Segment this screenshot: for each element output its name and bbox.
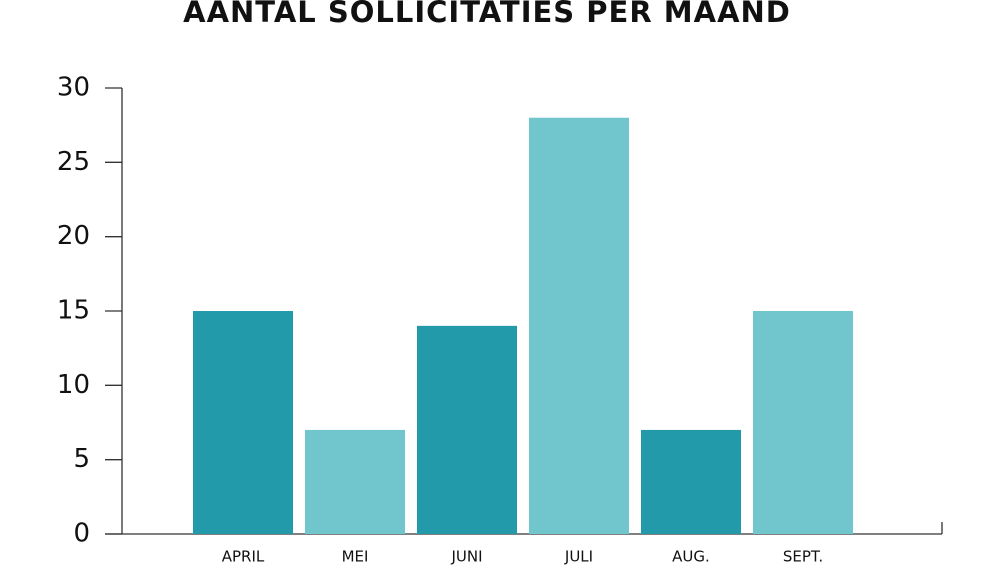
bar <box>193 311 293 534</box>
bar <box>753 311 853 534</box>
chart-title: AANTAL SOLLICITATIES PER MAAND <box>183 0 791 29</box>
x-tick-label: JUNI <box>450 548 482 565</box>
y-tick-label: 15 <box>57 296 90 326</box>
y-tick-label: 20 <box>57 221 90 251</box>
y-tick-label: 0 <box>73 519 90 549</box>
bar <box>641 429 741 534</box>
y-tick-label: 25 <box>57 147 90 177</box>
x-tick-label: APRIL <box>222 548 265 565</box>
x-tick-label: MEI <box>342 548 369 565</box>
y-tick-label: 5 <box>73 444 90 474</box>
x-tick-label: AUG. <box>672 548 710 565</box>
bar <box>417 325 517 534</box>
bar <box>305 429 405 534</box>
x-tick-label: SEPT. <box>783 548 823 565</box>
y-tick-label: 30 <box>57 73 90 103</box>
x-tick-label: JULI <box>564 548 593 565</box>
bar <box>529 117 629 534</box>
y-tick-label: 10 <box>57 370 90 400</box>
